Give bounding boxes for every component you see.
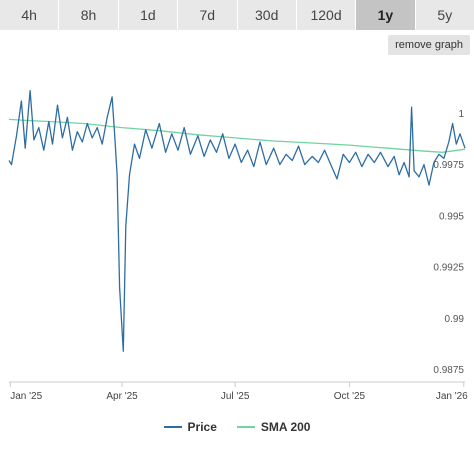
legend-price-label: Price (187, 420, 217, 434)
y-tick-label: 0.9925 (433, 263, 464, 274)
price-line (8, 90, 466, 352)
y-tick-label: 0.9975 (433, 160, 464, 171)
x-tick-label: Jan '25 (10, 391, 42, 402)
x-tick-label: Jan '26 (436, 391, 468, 402)
y-tick-label: 1 (458, 109, 464, 120)
legend-item-sma[interactable]: SMA 200 (236, 420, 311, 434)
x-tick-label: Jul '25 (221, 391, 250, 402)
tab-4h[interactable]: 4h (0, 0, 59, 30)
y-tick-label: 0.9875 (433, 365, 464, 376)
tab-120d[interactable]: 120d (296, 0, 356, 30)
tab-1d[interactable]: 1d (118, 0, 178, 30)
y-tick-label: 0.99 (445, 314, 465, 325)
sma-200-line (8, 118, 466, 153)
y-tick-label: 0.995 (439, 211, 464, 222)
tab-8h[interactable]: 8h (59, 0, 118, 30)
chart-legend: Price SMA 200 (0, 420, 474, 434)
sma-swatch (236, 426, 255, 428)
tab-7d[interactable]: 7d (178, 0, 237, 30)
remove-graph-button[interactable]: remove graph (388, 35, 470, 55)
tab-5y[interactable]: 5y (415, 0, 474, 30)
legend-item-price[interactable]: Price (163, 420, 217, 434)
tab-30d[interactable]: 30d (237, 0, 296, 30)
x-tick-label: Oct '25 (334, 391, 366, 402)
legend-sma-label: SMA 200 (260, 420, 311, 434)
price-swatch (163, 426, 182, 428)
tab-1y[interactable]: 1y (356, 0, 415, 30)
timeframe-tabs: 4h 8h 1d 7d 30d 120d 1y 5y (0, 0, 474, 30)
x-tick-label: Apr '25 (106, 391, 138, 402)
